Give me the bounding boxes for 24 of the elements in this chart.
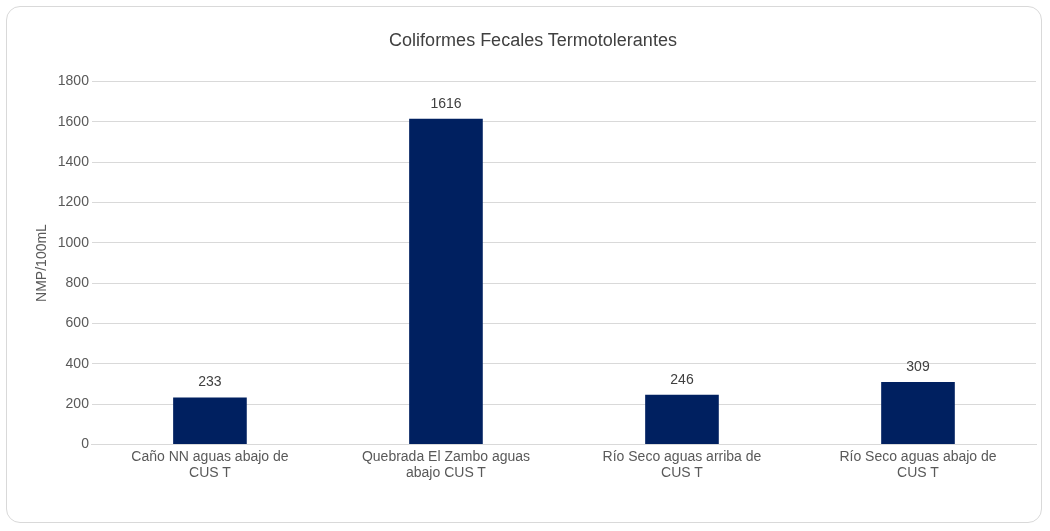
y-tick-label: 200	[65, 394, 90, 411]
y-tick-label: 1800	[57, 72, 90, 89]
bar	[645, 394, 719, 444]
x-tick-label: Río Seco aguas arriba de CUS T	[602, 447, 762, 481]
x-tick-label: Quebrada El Zambo aguas abajo CUS T	[361, 447, 531, 481]
data-label: 233	[198, 373, 222, 390]
chart-title: Coliformes Fecales Termotolerantes	[389, 29, 677, 50]
y-tick-label: 600	[65, 314, 90, 331]
y-tick-label: 800	[65, 274, 90, 291]
y-tick-label: 1600	[57, 112, 90, 129]
y-tick-label: 0	[81, 435, 90, 452]
data-label: 246	[670, 370, 694, 387]
data-label: 1616	[430, 94, 462, 111]
bar	[881, 382, 955, 444]
bar	[409, 118, 483, 444]
bar	[173, 397, 247, 444]
y-tick-label: 1400	[57, 153, 90, 170]
data-label: 309	[906, 357, 930, 374]
y-tick-label: 1000	[57, 233, 90, 250]
x-tick-label: Río Seco aguas abajo de CUS T	[839, 447, 997, 481]
y-axis-title: NMP/100mL	[33, 223, 50, 302]
y-tick-label: 1200	[57, 193, 90, 210]
x-tick-label: Caño NN aguas abajo de CUS T	[131, 447, 289, 481]
y-tick-label: 400	[65, 354, 90, 371]
